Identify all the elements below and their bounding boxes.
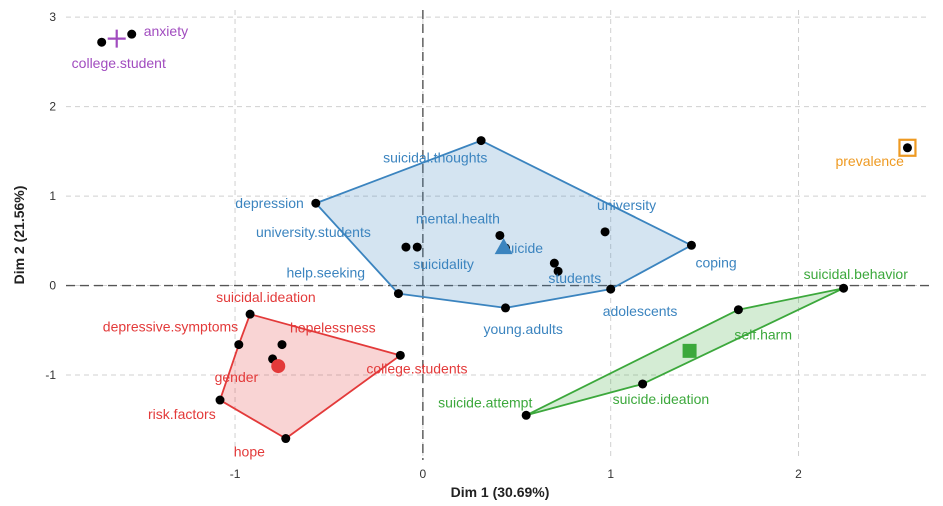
point-label: depressive.symptoms: [103, 319, 238, 335]
point-label: depression: [235, 195, 304, 211]
y-tick-label: -1: [45, 368, 56, 382]
label-layer: anxiety college.student suicidal.thoughts d…: [72, 23, 909, 459]
point-label: suicidal.ideation: [216, 289, 316, 305]
data-point: [606, 284, 616, 294]
point-label: help.seeking: [286, 265, 365, 281]
data-point: [686, 240, 696, 250]
point-label: college.students: [366, 360, 467, 376]
point-label: risk.factors: [148, 406, 216, 422]
data-point: [311, 198, 321, 208]
point-label: gender: [215, 369, 259, 385]
data-point: [393, 289, 403, 299]
y-axis-title: Dim 2 (21.56%): [11, 186, 27, 285]
point-label: adolescents: [603, 303, 678, 319]
x-tick-label: 2: [795, 467, 802, 481]
y-tick-label: 2: [49, 100, 56, 114]
data-point: [245, 309, 255, 319]
tick-layer: -1 0 1 2 -1 0 1 2 3: [45, 10, 802, 481]
data-point: [549, 258, 559, 268]
point-label: anxiety: [144, 23, 188, 39]
data-point: [600, 227, 610, 237]
data-point: [495, 230, 505, 240]
point-label: prevalence: [835, 153, 904, 169]
centroid-layer: [107, 29, 917, 374]
point-layer: [97, 29, 912, 444]
point-label: college.student: [72, 55, 166, 71]
data-point: [277, 340, 287, 350]
data-point: [281, 434, 291, 444]
x-tick-label: 1: [607, 467, 614, 481]
centroid-marker: [271, 359, 286, 374]
point-label: suicidality: [413, 256, 474, 272]
data-point: [733, 305, 743, 315]
point-label: suicidal.behavior: [804, 266, 909, 282]
data-point: [839, 283, 849, 293]
point-label: suicidal.thoughts: [383, 150, 487, 166]
point-label: students: [548, 270, 601, 286]
y-tick-label: 0: [49, 279, 56, 293]
data-point: [412, 242, 422, 252]
point-label: mental.health: [416, 210, 500, 226]
data-point: [501, 303, 511, 313]
data-point: [395, 350, 405, 360]
centroid-marker: [107, 29, 126, 48]
x-axis-title: Dim 1 (30.69%): [451, 484, 550, 500]
y-tick-label: 3: [49, 10, 56, 24]
x-tick-label: 0: [420, 467, 427, 481]
data-point: [127, 29, 137, 39]
centroid-marker: [898, 138, 917, 157]
point-label: university: [597, 197, 656, 213]
point-label: suicide: [500, 240, 544, 256]
data-point: [476, 136, 486, 146]
centroid-marker: [682, 343, 697, 358]
point-label: hope: [234, 444, 265, 460]
point-label: young.adults: [484, 321, 563, 337]
cluster-hull-red: [219, 313, 402, 440]
point-label: coping: [695, 254, 736, 270]
data-point: [234, 340, 244, 350]
data-point: [553, 266, 563, 276]
data-point: [902, 143, 912, 153]
centroid-marker: [494, 238, 513, 255]
data-point: [401, 242, 411, 252]
point-label: university.students: [256, 224, 371, 240]
point-label: self.harm: [734, 327, 792, 343]
point-label: hopelessness: [290, 320, 376, 336]
data-point: [215, 395, 225, 405]
data-point: [638, 379, 648, 389]
x-tick-label: -1: [230, 467, 241, 481]
data-point: [521, 410, 531, 420]
data-point: [97, 37, 107, 47]
y-tick-label: 1: [49, 189, 56, 203]
grid-layer: [66, 10, 930, 460]
point-label: suicide.attempt: [438, 394, 532, 410]
point-label: suicide.ideation: [613, 391, 710, 407]
